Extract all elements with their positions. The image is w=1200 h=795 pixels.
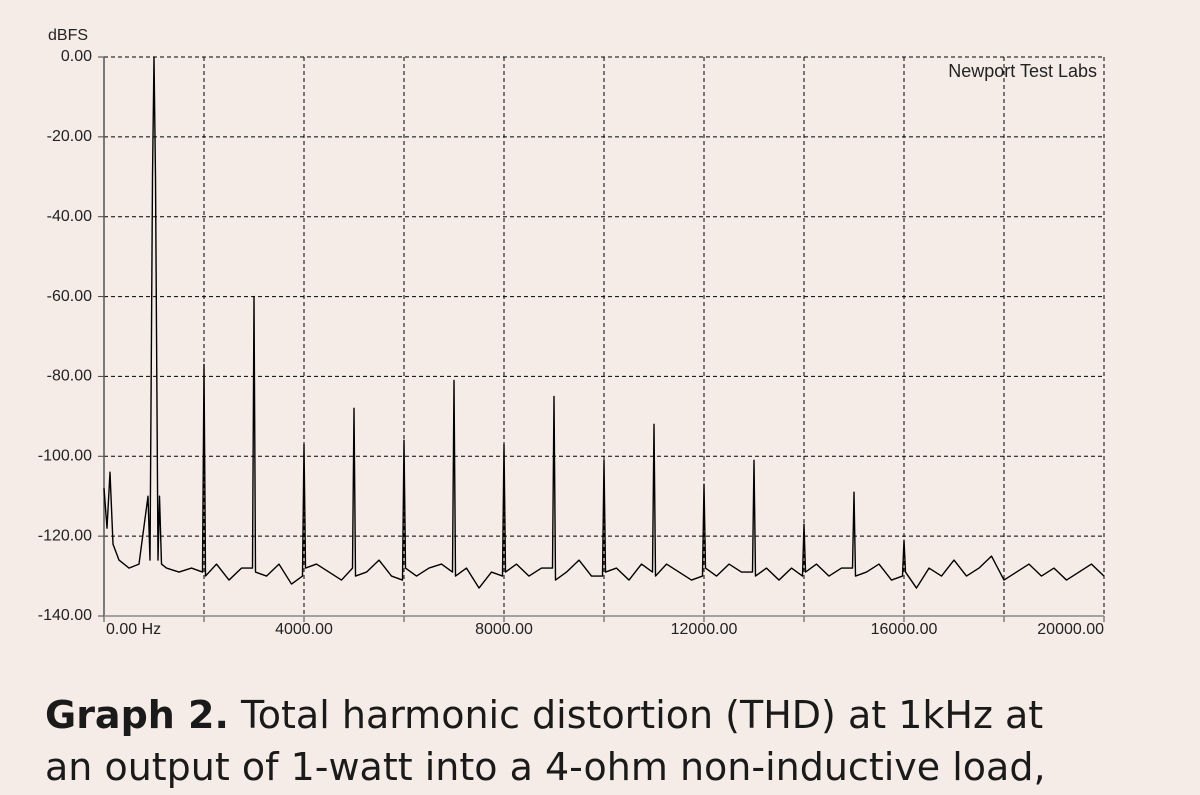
y-axis-label: dBFS xyxy=(48,27,88,44)
caption-label: Graph 2. xyxy=(45,693,229,737)
y-tick-label: -40.00 xyxy=(47,208,92,225)
x-tick-label: 8000.00 xyxy=(475,621,533,638)
x-tick-label: 12000.00 xyxy=(671,621,738,638)
y-tick-label: 0.00 xyxy=(61,48,92,65)
y-tick-label: -20.00 xyxy=(47,128,92,145)
annotation: Newport Test Labs xyxy=(948,61,1097,81)
x-tick-label: 16000.00 xyxy=(871,621,938,638)
y-tick-label: -60.00 xyxy=(47,288,92,305)
caption-line: an output of 1-watt into a 4-ohm non-ind… xyxy=(45,745,1046,789)
spectrum-line xyxy=(103,56,1105,589)
y-tick-label: -100.00 xyxy=(38,448,92,465)
y-tick-label: -120.00 xyxy=(38,527,92,544)
caption-line: Graph 2. Total harmonic distortion (THD)… xyxy=(45,693,1043,737)
y-tick-label: -140.00 xyxy=(38,607,92,624)
caption-text: Total harmonic distortion (THD) at 1kHz … xyxy=(240,693,1043,737)
x-tick-label: 20000.00 xyxy=(1037,621,1104,638)
x-tick-label: 4000.00 xyxy=(275,621,333,638)
x-tick-label: 0.00 Hz xyxy=(106,621,161,638)
y-tick-label: -80.00 xyxy=(47,368,92,385)
